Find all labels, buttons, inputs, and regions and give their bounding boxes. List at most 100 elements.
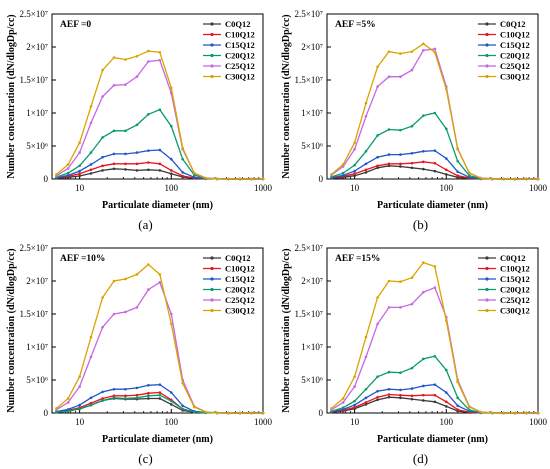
chart-panel-c: 0 5×10⁶ 1×10⁷ 1.5×10⁷ 2×10⁷ 2.5×10⁷ 10 100 1000 P…	[0, 234, 275, 468]
data-point	[364, 115, 368, 118]
legend-marker	[210, 64, 214, 68]
data-point	[170, 399, 173, 403]
data-point	[422, 357, 425, 361]
data-point	[158, 108, 162, 111]
data-point	[135, 75, 139, 78]
data-point	[364, 401, 368, 404]
data-point	[399, 388, 402, 392]
chart-svg-a: 0 5×10⁶ 1×10⁷ 1.5×10⁷ 2×10⁷ 2.5×10⁷ 10 100 1000 P…	[6, 9, 273, 232]
data-point	[433, 354, 437, 358]
legend-marker	[485, 64, 489, 68]
data-point	[399, 162, 402, 166]
data-point	[364, 403, 368, 406]
plot-frame	[51, 247, 264, 414]
data-point	[456, 174, 459, 177]
data-point	[204, 176, 207, 180]
y-tick-label: 1×10⁷	[301, 342, 323, 352]
data-point	[399, 128, 402, 132]
y-tick-label: 1×10⁷	[26, 342, 48, 352]
data-point	[112, 394, 116, 398]
panel-annotation: AEF =10%	[60, 254, 105, 264]
y-tick-label: 1.5×10⁷	[20, 309, 48, 319]
data-point	[124, 277, 127, 281]
data-point	[181, 171, 184, 174]
data-point	[341, 401, 345, 404]
data-point	[387, 306, 391, 309]
data-point	[78, 403, 81, 407]
data-point	[536, 177, 540, 181]
data-point	[89, 355, 93, 359]
y-tick-label: 1.5×10⁷	[295, 309, 323, 319]
data-point	[227, 411, 230, 415]
data-point	[353, 403, 356, 407]
data-point	[147, 263, 150, 266]
y-tick-label: 5×10⁶	[26, 375, 48, 385]
legend-marker	[210, 287, 214, 292]
data-point	[502, 411, 505, 415]
data-point	[112, 83, 116, 87]
data-point	[147, 161, 150, 164]
data-point	[387, 279, 391, 283]
chart-svg-d: 0 5×10⁶ 1×10⁷ 1.5×10⁷ 2×10⁷ 2.5×10⁷ 10 100 1000 P…	[281, 243, 548, 466]
data-point	[135, 123, 139, 127]
y-axis-title: Number concentration (dN/dlogDp/cc)	[281, 248, 292, 412]
data-point	[170, 403, 173, 406]
data-point	[250, 411, 253, 415]
data-point	[399, 52, 402, 55]
data-point	[536, 411, 540, 415]
data-point	[101, 164, 104, 168]
y-tick-label: 1×10⁷	[26, 108, 48, 118]
data-point	[204, 410, 207, 414]
data-point	[353, 141, 356, 144]
data-point	[364, 387, 368, 391]
data-point	[135, 162, 139, 166]
legend-marker	[485, 266, 489, 271]
data-point	[330, 175, 333, 179]
series-line-c20q12	[331, 112, 538, 180]
x-tick-label: 1000	[254, 417, 273, 427]
data-point	[445, 391, 448, 394]
data-point	[353, 399, 356, 403]
data-point	[66, 167, 70, 170]
y-tick-label: 2×10⁷	[26, 42, 48, 52]
legend-marker	[485, 32, 489, 37]
legend-label: C20Q12	[225, 51, 255, 61]
series-line-c0q12	[331, 165, 538, 180]
legend-label: C15Q12	[225, 274, 255, 284]
legend-label: C25Q12	[225, 295, 255, 305]
data-point	[467, 171, 471, 175]
data-point	[112, 167, 116, 171]
data-point	[433, 149, 437, 152]
legend-label: C10Q12	[500, 30, 530, 40]
data-point	[147, 168, 150, 172]
data-point	[353, 174, 356, 177]
data-point	[124, 168, 127, 171]
legend-marker	[210, 266, 214, 271]
data-point	[158, 393, 162, 397]
data-point	[410, 387, 414, 390]
data-point	[192, 171, 196, 175]
data-point	[215, 177, 219, 181]
data-point	[433, 169, 437, 173]
chart-panel-b: 0 5×10⁶ 1×10⁷ 1.5×10⁷ 2×10⁷ 2.5×10⁷ 10 100 1000 P…	[275, 0, 550, 234]
data-point	[456, 148, 459, 151]
legend-marker	[210, 256, 214, 260]
data-point	[158, 162, 162, 166]
plot-frame	[326, 13, 539, 180]
data-point	[78, 385, 81, 388]
data-point	[387, 153, 391, 156]
legend-marker	[485, 277, 489, 281]
y-tick-label: 2.5×10⁷	[20, 243, 48, 253]
legend-label: C20Q12	[225, 285, 255, 295]
x-tick-label: 10	[350, 183, 360, 193]
panel-label: (b)	[413, 217, 428, 232]
data-point	[399, 153, 402, 156]
legend-marker	[210, 277, 214, 281]
data-point	[353, 375, 356, 378]
legend-label: C15Q12	[225, 40, 255, 50]
data-point	[422, 290, 425, 294]
legend-label: C30Q12	[500, 72, 530, 82]
data-point	[445, 168, 448, 172]
y-tick-label: 1.5×10⁷	[20, 75, 48, 85]
